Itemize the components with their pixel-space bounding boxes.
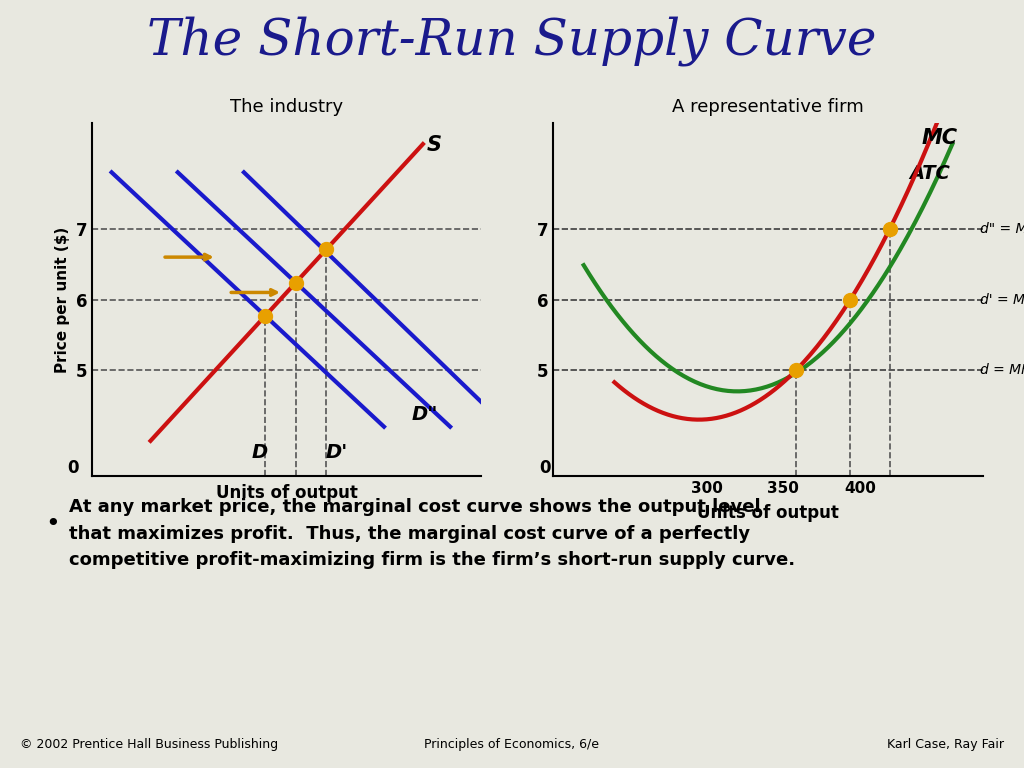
Text: D: D xyxy=(252,443,268,462)
Text: d = MR: d = MR xyxy=(980,363,1024,377)
Text: ATC: ATC xyxy=(909,164,950,184)
Text: © 2002 Prentice Hall Business Publishing: © 2002 Prentice Hall Business Publishing xyxy=(20,739,279,751)
Text: •: • xyxy=(45,512,60,536)
Text: D": D" xyxy=(412,405,437,424)
X-axis label: Units of output: Units of output xyxy=(216,485,357,502)
Text: S: S xyxy=(427,135,441,155)
Text: d" = MR": d" = MR" xyxy=(980,222,1024,236)
Text: Karl Case, Ray Fair: Karl Case, Ray Fair xyxy=(887,739,1004,751)
Text: The Short-Run Supply Curve: The Short-Run Supply Curve xyxy=(147,16,877,67)
X-axis label: Units of output: Units of output xyxy=(697,505,839,522)
Text: D': D' xyxy=(326,443,348,462)
Text: At any market price, the marginal cost curve shows the output level
that maximiz: At any market price, the marginal cost c… xyxy=(70,498,796,569)
Title: A representative firm: A representative firm xyxy=(672,98,864,116)
Title: The industry: The industry xyxy=(230,98,343,116)
Text: 0: 0 xyxy=(540,458,551,477)
Text: Principles of Economics, 6/e: Principles of Economics, 6/e xyxy=(425,739,599,751)
Text: d' = MR': d' = MR' xyxy=(980,293,1024,306)
Text: 0: 0 xyxy=(67,458,79,477)
Y-axis label: Price per unit ($): Price per unit ($) xyxy=(55,227,70,372)
Text: MC: MC xyxy=(922,128,957,148)
